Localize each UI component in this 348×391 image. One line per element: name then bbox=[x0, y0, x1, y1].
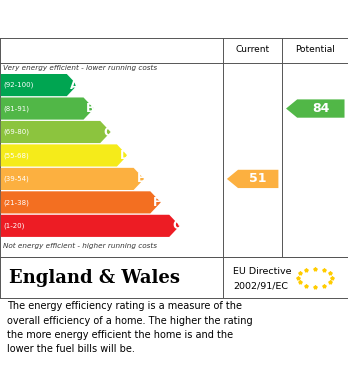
Text: A: A bbox=[70, 79, 79, 91]
Text: E: E bbox=[136, 172, 144, 185]
Text: Potential: Potential bbox=[295, 45, 335, 54]
Polygon shape bbox=[1, 215, 180, 237]
Polygon shape bbox=[1, 74, 77, 96]
Polygon shape bbox=[1, 144, 127, 167]
Text: England & Wales: England & Wales bbox=[9, 269, 180, 287]
Text: (55-68): (55-68) bbox=[3, 152, 29, 159]
Text: F: F bbox=[153, 196, 161, 209]
Text: (39-54): (39-54) bbox=[3, 176, 29, 182]
Text: (92-100): (92-100) bbox=[3, 82, 34, 88]
Text: G: G bbox=[172, 219, 182, 232]
Polygon shape bbox=[286, 99, 345, 118]
Text: (81-91): (81-91) bbox=[3, 105, 30, 112]
Text: EU Directive: EU Directive bbox=[233, 267, 292, 276]
Polygon shape bbox=[1, 97, 94, 120]
Text: B: B bbox=[86, 102, 95, 115]
Text: The energy efficiency rating is a measure of the
overall efficiency of a home. T: The energy efficiency rating is a measur… bbox=[7, 301, 253, 354]
Text: Energy Efficiency Rating: Energy Efficiency Rating bbox=[9, 13, 230, 27]
Text: (69-80): (69-80) bbox=[3, 129, 30, 135]
Text: D: D bbox=[120, 149, 129, 162]
Text: Very energy efficient - lower running costs: Very energy efficient - lower running co… bbox=[3, 65, 158, 71]
Text: C: C bbox=[103, 126, 112, 138]
Polygon shape bbox=[1, 191, 161, 213]
Text: Not energy efficient - higher running costs: Not energy efficient - higher running co… bbox=[3, 243, 158, 249]
Polygon shape bbox=[227, 170, 278, 188]
Text: (21-38): (21-38) bbox=[3, 199, 29, 206]
Text: 51: 51 bbox=[250, 172, 267, 185]
Polygon shape bbox=[1, 121, 111, 143]
Polygon shape bbox=[1, 168, 144, 190]
Text: Current: Current bbox=[235, 45, 269, 54]
Text: 2002/91/EC: 2002/91/EC bbox=[233, 282, 288, 291]
Text: (1-20): (1-20) bbox=[3, 222, 25, 229]
Text: 84: 84 bbox=[312, 102, 330, 115]
